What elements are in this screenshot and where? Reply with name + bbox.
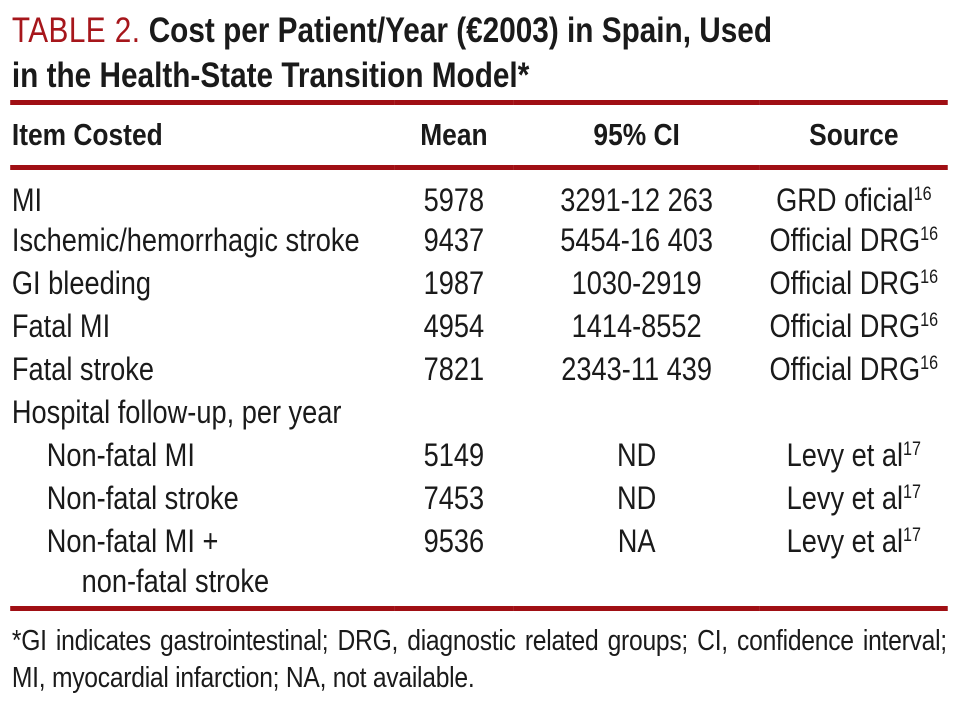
source-text: Levy et al: [786, 480, 904, 516]
source-text: Official DRG: [769, 351, 921, 387]
ci-cell: 3291-12 263: [560, 182, 714, 218]
item-cell: Non-fatal MI +: [46, 523, 219, 559]
source-text: Official DRG: [769, 308, 921, 344]
mean-cell: 7453: [423, 480, 485, 516]
item-cell: GI bleeding: [11, 265, 152, 301]
item-cell: non-fatal stroke: [81, 563, 270, 599]
column-header-95ci: 95% CI: [513, 102, 760, 170]
source-cell: Official DRG16: [760, 305, 948, 348]
ci-cell: ND: [617, 437, 657, 473]
table-row: MI 5978 3291-12 263 GRD oficial16: [10, 168, 948, 220]
table-row: Fatal MI 4954 1414-8552 Official DRG16: [10, 305, 948, 348]
source-text: Levy et al: [786, 437, 904, 473]
reference-superscript: 16: [920, 353, 939, 374]
reference-superscript: 16: [913, 184, 932, 205]
item-cell: Fatal stroke: [11, 351, 154, 387]
item-cell: MI: [11, 182, 43, 218]
ci-cell: ND: [617, 480, 657, 516]
table-row: non-fatal stroke: [10, 563, 948, 609]
source-cell: Levy et al17: [760, 477, 948, 520]
ci-cell: 1030-2919: [571, 265, 702, 301]
item-cell: Ischemic/hemorrhagic stroke: [11, 222, 360, 258]
column-header-source: Source: [759, 102, 948, 170]
mean-cell: 4954: [423, 308, 485, 344]
reference-superscript: 16: [920, 310, 939, 331]
reference-superscript: 17: [903, 482, 922, 503]
column-header-mean: Mean: [394, 102, 514, 170]
mean-cell: [394, 563, 513, 609]
source-cell: Levy et al17: [760, 434, 948, 477]
reference-superscript: 16: [920, 267, 939, 288]
table-row: Non-fatal stroke 7453 ND Levy et al17: [10, 477, 948, 520]
item-cell: Non-fatal stroke: [46, 480, 239, 516]
source-cell: [760, 563, 948, 609]
source-text: Official DRG: [769, 265, 921, 301]
table-row: Non-fatal MI + 9536 NA Levy et al17: [10, 520, 948, 563]
content-area: TABLE 2. Cost per Patient/Year (€2003) i…: [0, 0, 958, 694]
item-cell: Non-fatal MI: [46, 437, 195, 473]
source-cell: Official DRG16: [760, 219, 948, 262]
source-cell: Levy et al17: [760, 520, 948, 563]
table-title: TABLE 2. Cost per Patient/Year (€2003) i…: [0, 0, 958, 98]
ci-cell: NA: [617, 523, 656, 559]
mean-cell: 7821: [423, 351, 485, 387]
source-cell: [760, 391, 948, 434]
table-row: Non-fatal MI 5149 ND Levy et al17: [10, 434, 948, 477]
table-header-row: Item Costed Mean 95% CI Source: [10, 102, 948, 170]
column-header-item-costed: Item Costed: [10, 102, 395, 170]
table-row: Hospital follow-up, per year: [10, 391, 948, 434]
ci-cell: 2343-11 439: [561, 351, 713, 387]
reference-superscript: 16: [920, 224, 939, 245]
mean-cell: 1987: [423, 265, 485, 301]
reference-superscript: 17: [903, 525, 922, 546]
table-row: Ischemic/hemorrhagic stroke 9437 5454-16…: [10, 219, 948, 262]
ci-cell: [513, 563, 760, 609]
mean-cell: 9437: [423, 222, 485, 258]
table-row: Fatal stroke 7821 2343-11 439 Official D…: [10, 348, 948, 391]
table-title-line1: Cost per Patient/Year (€2003) in Spain, …: [148, 11, 773, 50]
table-title-line2: in the Health-State Transition Model*: [11, 56, 530, 95]
cost-table: Item Costed Mean 95% CI Source MI 5978 3…: [10, 100, 948, 611]
item-cell: Fatal MI: [11, 308, 111, 344]
table-number-label: TABLE 2.: [11, 11, 141, 50]
source-text: Levy et al: [786, 523, 904, 559]
mean-cell: 9536: [423, 523, 485, 559]
table-row: GI bleeding 1987 1030-2919 Official DRG1…: [10, 262, 948, 305]
item-cell: Hospital follow-up, per year: [11, 394, 342, 430]
source-text: GRD oficial: [776, 182, 914, 218]
source-cell: Official DRG16: [760, 262, 948, 305]
mean-cell: [394, 391, 513, 434]
source-text: Official DRG: [769, 222, 921, 258]
table-footnote: *GI indicates gastrointestinal; DRG, dia…: [11, 625, 947, 694]
mean-cell: 5149: [423, 437, 485, 473]
table-body: MI 5978 3291-12 263 GRD oficial16 Ischem…: [10, 168, 948, 609]
ci-cell: 1414-8552: [571, 308, 702, 344]
ci-cell: 5454-16 403: [560, 222, 714, 258]
source-cell: GRD oficial16: [760, 168, 948, 220]
reference-superscript: 17: [903, 439, 922, 460]
mean-cell: 5978: [423, 182, 485, 218]
ci-cell: [513, 391, 760, 434]
source-cell: Official DRG16: [760, 348, 948, 391]
